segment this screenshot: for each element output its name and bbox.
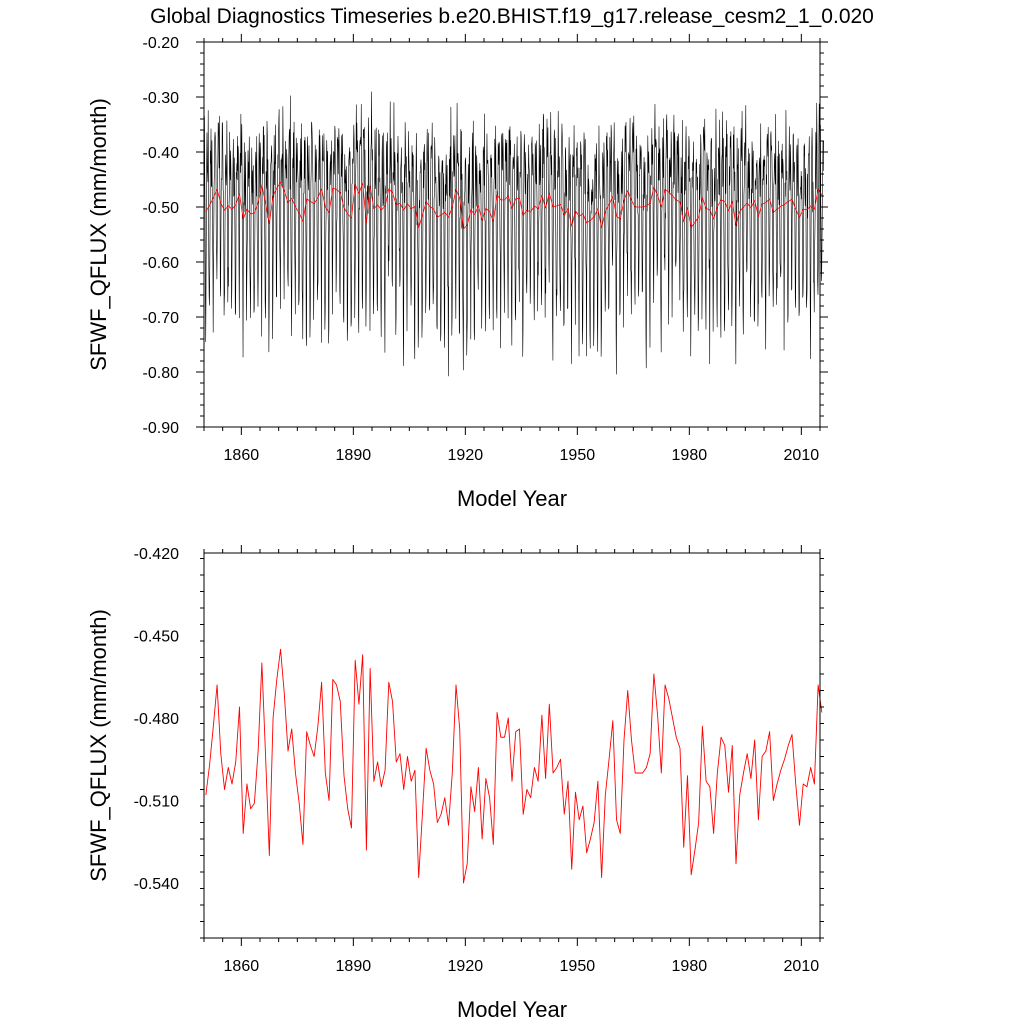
x-axis-label: Model Year <box>457 997 567 1022</box>
y-tick-label: -0.510 <box>134 794 179 811</box>
y-tick-label: -0.80 <box>143 365 180 382</box>
x-tick-label: 1950 <box>560 958 596 975</box>
x-tick-label: 1890 <box>336 447 372 464</box>
x-tick-label: 1920 <box>448 958 484 975</box>
x-tick-label: 2010 <box>784 958 820 975</box>
x-tick-label: 2010 <box>784 447 820 464</box>
x-axis-label: Model Year <box>457 486 567 511</box>
monthly-panel: 1860 1890 1920 1950 1980 2010 -0.20 -0.30 -0.40 -… <box>86 34 828 511</box>
annual-series-line <box>205 648 823 884</box>
monthly-series-line <box>203 91 824 377</box>
x-tick-label: 1890 <box>336 958 372 975</box>
plot-frame <box>203 552 821 939</box>
y-axis-label: SFWF_QFLUX (mm/month) <box>86 609 111 882</box>
y-tick-label: -0.60 <box>143 255 180 272</box>
y-tick-label: -0.90 <box>143 420 180 437</box>
annual-panel: 1860 1890 1920 1950 1980 2010 -0.420 -0.450 -0.4… <box>86 545 824 1022</box>
y-tick-label: -0.50 <box>143 200 180 217</box>
y-tick-label: -0.20 <box>143 35 180 52</box>
y-tick-label: -0.30 <box>143 90 180 107</box>
y-tick-label: -0.450 <box>134 629 179 646</box>
x-tick-label: 1980 <box>672 447 708 464</box>
y-axis-label: SFWF_QFLUX (mm/month) <box>86 98 111 371</box>
y-tick-label: -0.420 <box>134 546 179 563</box>
y-tick-label: -0.540 <box>134 876 179 893</box>
y-tick-label: -0.480 <box>134 711 179 728</box>
chart-title: Global Diagnostics Timeseries b.e20.BHIS… <box>150 5 874 28</box>
x-tick-label: 1860 <box>224 958 260 975</box>
x-tick-label: 1980 <box>672 958 708 975</box>
x-tick-label: 1860 <box>224 447 260 464</box>
y-tick-label: -0.70 <box>143 310 180 327</box>
x-tick-label: 1950 <box>560 447 596 464</box>
x-tick-label: 1920 <box>448 447 484 464</box>
annual-series-line <box>205 181 823 230</box>
y-tick-label: -0.40 <box>143 145 180 162</box>
plot-frame <box>203 41 821 428</box>
